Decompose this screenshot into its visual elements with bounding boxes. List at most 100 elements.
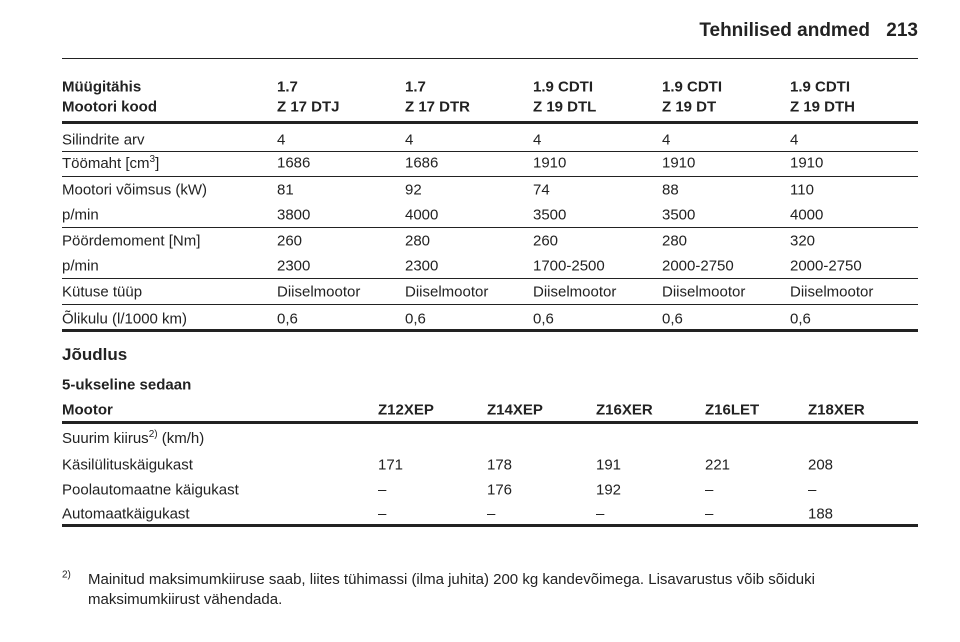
cell: 178 bbox=[487, 456, 513, 474]
cell: Poolautomaatne käigukast bbox=[62, 481, 239, 499]
cell: Z16XER bbox=[596, 401, 653, 419]
cell: 3500 bbox=[533, 206, 567, 224]
rule bbox=[62, 329, 918, 332]
cell: 176 bbox=[487, 481, 513, 499]
cell: 1910 bbox=[662, 154, 696, 172]
cell-part: ] bbox=[155, 155, 160, 172]
cell: 4 bbox=[405, 131, 414, 149]
cell: 92 bbox=[405, 181, 422, 199]
cell: 260 bbox=[277, 232, 303, 250]
cell: 1686 bbox=[405, 154, 439, 172]
rule bbox=[62, 151, 918, 152]
cell: 3800 bbox=[277, 206, 311, 224]
cell: Käsilülituskäigukast bbox=[62, 456, 193, 474]
rule bbox=[62, 304, 918, 305]
cell: Suurim kiirus2) (km/h) bbox=[62, 429, 204, 447]
rule bbox=[62, 58, 918, 59]
cell: 0,6 bbox=[662, 310, 683, 328]
rule bbox=[62, 121, 918, 124]
footnote-text: Mainitud maksimumkiiruse saab, liites tü… bbox=[88, 571, 815, 608]
cell: Z 17 DTR bbox=[405, 98, 471, 116]
cell: 208 bbox=[808, 456, 834, 474]
cell: Z12XEP bbox=[378, 401, 434, 419]
cell: Müügitähis bbox=[62, 78, 142, 96]
cell: 1.9 CDTI bbox=[662, 78, 723, 96]
cell: Z16LET bbox=[705, 401, 760, 419]
cell: 2000-2750 bbox=[790, 257, 862, 275]
cell-part: Suurim kiirus bbox=[62, 430, 149, 447]
cell: Silindrite arv bbox=[62, 131, 145, 149]
cell: Diiselmootor bbox=[277, 283, 361, 301]
cell: Z18XER bbox=[808, 401, 865, 419]
cell: – bbox=[487, 505, 496, 523]
cell: Automaatkäigukast bbox=[62, 505, 190, 523]
cell: p/min bbox=[62, 257, 99, 275]
cell: 221 bbox=[705, 456, 731, 474]
cell: 2300 bbox=[405, 257, 439, 275]
cell: 4000 bbox=[405, 206, 439, 224]
rule bbox=[62, 421, 918, 424]
rule bbox=[62, 278, 918, 279]
rule bbox=[62, 227, 918, 228]
cell: 1910 bbox=[790, 154, 824, 172]
cell: 191 bbox=[596, 456, 622, 474]
cell: Diiselmootor bbox=[790, 283, 874, 301]
cell: Diiselmootor bbox=[533, 283, 617, 301]
section-subtitle: 5-ukseline sedaan bbox=[62, 376, 192, 394]
cell: Diiselmootor bbox=[405, 283, 489, 301]
page-number: 213 bbox=[886, 20, 918, 41]
cell: – bbox=[378, 505, 387, 523]
cell: 320 bbox=[790, 232, 816, 250]
cell-part: 3 bbox=[149, 154, 156, 165]
cell: Z 17 DTJ bbox=[277, 98, 340, 116]
cell: 1.7 bbox=[277, 78, 298, 96]
cell: 1.7 bbox=[405, 78, 426, 96]
cell: Z14XEP bbox=[487, 401, 543, 419]
cell: Mootori kood bbox=[62, 98, 157, 116]
cell: 1910 bbox=[533, 154, 567, 172]
cell: 0,6 bbox=[405, 310, 426, 328]
cell-part: (km/h) bbox=[157, 430, 205, 447]
rule bbox=[62, 176, 918, 177]
cell: 2000-2750 bbox=[662, 257, 734, 275]
section-title: Jõudlus bbox=[62, 345, 128, 364]
cell: Diiselmootor bbox=[662, 283, 746, 301]
cell: 4 bbox=[662, 131, 671, 149]
cell: 0,6 bbox=[533, 310, 554, 328]
cell: 260 bbox=[533, 232, 559, 250]
header-title: Tehnilised andmed bbox=[699, 20, 870, 41]
cell: 0,6 bbox=[277, 310, 298, 328]
cell: 4000 bbox=[790, 206, 824, 224]
cell: 280 bbox=[662, 232, 688, 250]
cell: 110 bbox=[790, 181, 814, 199]
footnote-mark: 2) bbox=[62, 569, 71, 581]
cell: 88 bbox=[662, 181, 679, 199]
cell: 171 bbox=[378, 456, 404, 474]
cell: 188 bbox=[808, 505, 834, 523]
cell: 81 bbox=[277, 181, 294, 199]
cell: 1700-2500 bbox=[533, 257, 605, 275]
cell: Mootori võimsus (kW) bbox=[62, 181, 208, 199]
cell: Z 19 DTL bbox=[533, 98, 597, 116]
cell: Pöördemoment [Nm] bbox=[62, 232, 201, 250]
cell: – bbox=[705, 505, 714, 523]
cell: 1.9 CDTI bbox=[533, 78, 594, 96]
cell-part: 2) bbox=[148, 429, 158, 440]
cell: 280 bbox=[405, 232, 431, 250]
cell: p/min bbox=[62, 206, 99, 224]
cell: 1.9 CDTI bbox=[790, 78, 851, 96]
cell: Kütuse tüüp bbox=[62, 283, 143, 301]
cell: Õlikulu (l/1000 km) bbox=[62, 310, 188, 328]
cell: 192 bbox=[596, 481, 622, 499]
cell: 1686 bbox=[277, 154, 311, 172]
cell: 0,6 bbox=[790, 310, 811, 328]
cell: – bbox=[705, 481, 714, 499]
cell: Mootor bbox=[62, 401, 113, 419]
cell: 4 bbox=[277, 131, 286, 149]
cell: – bbox=[596, 505, 605, 523]
cell: Töömaht [cm3] bbox=[62, 154, 159, 172]
cell: – bbox=[378, 481, 387, 499]
cell-part: Töömaht [cm bbox=[62, 155, 150, 172]
cell: 74 bbox=[533, 181, 550, 199]
